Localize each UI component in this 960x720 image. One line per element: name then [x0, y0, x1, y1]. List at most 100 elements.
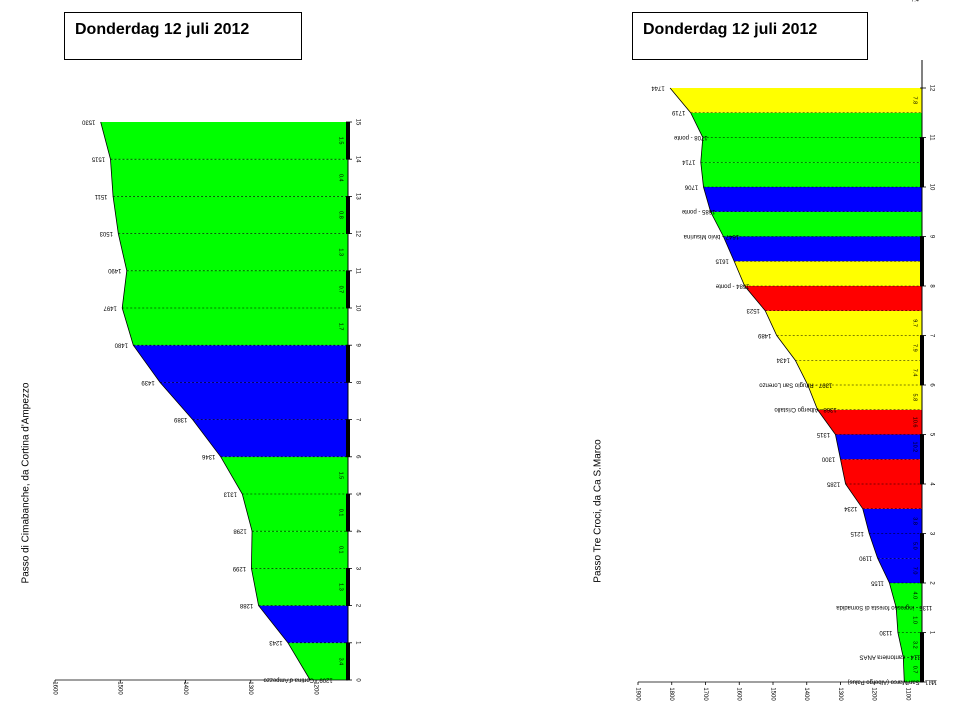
point-label: 1615: [715, 258, 729, 264]
point-label: 1215: [850, 530, 864, 536]
gradient-label: 7.0: [912, 567, 918, 575]
point-label: 1489: [757, 332, 771, 338]
point-label: 1744: [651, 84, 665, 90]
profile-segment: [869, 533, 922, 559]
gradient-label: 0.4: [338, 174, 344, 182]
elevation-tick-label: 1200: [871, 687, 877, 701]
gradient-label: 1.0: [912, 616, 918, 624]
profile-segment: [734, 261, 922, 286]
profile-segment: [835, 434, 922, 460]
profile-segment: [897, 632, 922, 658]
km-tick-label: 9: [928, 235, 934, 239]
profile-segment: [118, 233, 348, 271]
profile-segment: [220, 456, 348, 494]
point-label: 1497: [103, 304, 117, 310]
km-tick-label: 10: [354, 305, 360, 312]
point-label: 1130: [879, 629, 893, 635]
point-label: 1503: [99, 230, 113, 236]
point-label: 1209 - Cortina d'Ampezzo: [263, 676, 333, 682]
profile-segment: [817, 409, 922, 435]
profile-segment: [251, 531, 348, 569]
point-label: 1523: [746, 307, 760, 313]
km-tick-label: 4: [354, 530, 360, 534]
point-label: 1155: [870, 579, 884, 585]
profile-segment: [700, 137, 922, 163]
gradient-label: 9.7: [912, 319, 918, 327]
profile-segment: [242, 494, 348, 532]
elevation-tick-label: 1400: [182, 681, 188, 695]
point-label: 1298: [233, 528, 247, 534]
km-tick-label: 4: [928, 482, 934, 486]
point-label: 1706: [684, 183, 698, 189]
point-label: 1714: [681, 159, 695, 165]
point-label: 1190: [859, 555, 873, 561]
gradient-label: 3.2: [912, 641, 918, 649]
profile-segment: [122, 270, 349, 308]
point-label: 1530: [81, 118, 95, 124]
elevation-tick-label: 1600: [736, 687, 742, 701]
gradient-label: 1.3: [338, 583, 344, 591]
profile-segment: [122, 308, 349, 346]
profile-segment: [889, 583, 922, 608]
profile-segment: [700, 162, 922, 187]
profile-segment: [723, 236, 922, 262]
km-tick-label: 5: [928, 433, 934, 437]
gradient-label: 0.1: [338, 509, 344, 517]
gradient-label: 1.5: [338, 472, 344, 480]
gradient-label: 3.4: [338, 658, 344, 666]
gradient-label: 1.3: [338, 248, 344, 256]
km-tick-label: 11: [928, 134, 934, 141]
profile-segment: [251, 568, 348, 606]
profile-segment: [807, 385, 922, 410]
elevation-tick-label: 1900: [634, 687, 640, 701]
km-tick-label: 7: [928, 334, 934, 338]
profile-segment: [703, 187, 922, 212]
point-label: 1480: [114, 342, 128, 348]
point-label: 1299: [232, 565, 246, 571]
point-label: 1647 - bivio Misurina: [683, 233, 739, 239]
date-label-right: Donderdag 12 juli 2012: [643, 21, 818, 38]
gradient-label: 7.4: [911, 0, 919, 3]
km-tick-label: 3: [354, 567, 360, 571]
gradient-label: 0.8: [338, 211, 344, 219]
date-box-right: Donderdag 12 juli 2012: [632, 12, 868, 60]
gradient-label: 7.8: [912, 97, 918, 105]
point-label: 1515: [91, 156, 105, 162]
gradient-label: 10.6: [912, 417, 918, 428]
point-label: 1439: [141, 379, 155, 385]
profile-segment: [845, 484, 922, 509]
profile-segment: [744, 286, 922, 311]
km-tick-label: 6: [354, 455, 360, 459]
profile-segment: [776, 335, 922, 361]
chart-title: Passo Tre Croci, da Ca S.Marco: [593, 439, 604, 583]
km-tick-label: 1: [354, 641, 360, 645]
point-label: 1346: [201, 453, 215, 459]
profile-segment: [287, 642, 348, 680]
gradient-label: 0.1: [338, 546, 344, 554]
point-label: 1708 - ponte: [673, 134, 707, 140]
chart-1: 1209 - Cortina d'Ampezzo1243128812991298…: [21, 118, 361, 695]
km-tick-label: 2: [354, 604, 360, 608]
km-tick-label: 1: [928, 631, 934, 635]
profile-segment: [670, 88, 922, 113]
profile-segment: [113, 196, 348, 234]
point-label: 1397 - Rifugio San Lorenzo: [759, 381, 833, 387]
point-label: 1490: [107, 267, 121, 273]
km-tick-label: 12: [354, 230, 360, 237]
elevation-tick-label: 1600: [51, 681, 57, 695]
gradient-label: 7.9: [912, 344, 918, 352]
gradient-label: 1.5: [338, 137, 344, 145]
elevation-tick-label: 1200: [312, 681, 318, 695]
point-label: 1135 - ingresso foresta di Somadida: [836, 604, 933, 610]
profile-segment: [192, 419, 348, 457]
profile-segment: [258, 605, 348, 643]
profile-segment: [903, 657, 922, 682]
profile-segment: [840, 459, 922, 484]
elevation-tick-label: 1700: [702, 687, 708, 701]
gradient-label: 0.7: [912, 666, 918, 674]
elevation-tick-label: 1500: [769, 687, 775, 701]
km-tick-label: 0: [354, 678, 360, 682]
gradient-label: 5.8: [912, 394, 918, 402]
km-tick-label: 2: [928, 581, 934, 585]
km-tick-label: 0: [928, 680, 934, 684]
